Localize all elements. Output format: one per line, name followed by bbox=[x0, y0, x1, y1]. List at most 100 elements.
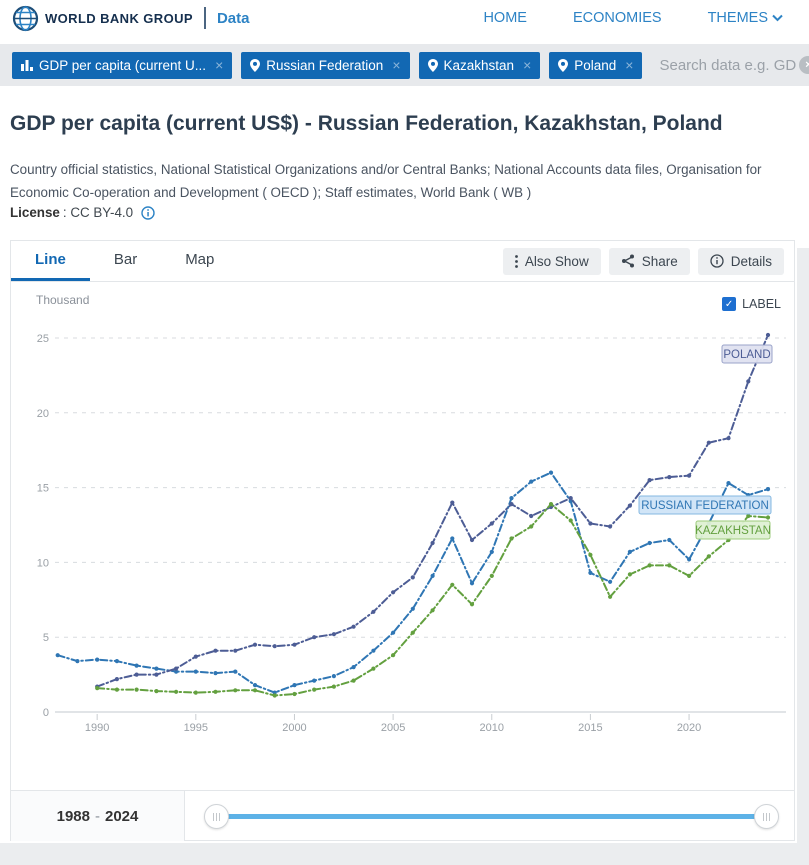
data-point[interactable] bbox=[233, 648, 238, 653]
data-point[interactable] bbox=[608, 594, 613, 599]
data-point[interactable] bbox=[272, 690, 277, 695]
slider-handle-start[interactable] bbox=[204, 804, 229, 829]
data-point[interactable] bbox=[489, 573, 494, 578]
data-point[interactable] bbox=[154, 672, 159, 677]
data-point[interactable] bbox=[134, 663, 139, 668]
tab-map[interactable]: Map bbox=[185, 251, 215, 268]
data-point[interactable] bbox=[667, 537, 672, 543]
data-point[interactable] bbox=[509, 496, 514, 501]
data-point[interactable] bbox=[765, 487, 771, 492]
filter-chip[interactable]: Poland × bbox=[549, 51, 643, 79]
data-point[interactable] bbox=[331, 684, 336, 689]
data-point[interactable] bbox=[312, 635, 317, 640]
series-line-kazakhstan[interactable] bbox=[96, 502, 769, 697]
data-point[interactable] bbox=[213, 671, 218, 676]
data-point[interactable] bbox=[608, 524, 613, 529]
filter-chip[interactable]: Russian Federation × bbox=[241, 51, 410, 79]
data-point[interactable] bbox=[450, 536, 455, 541]
data-point[interactable] bbox=[193, 690, 198, 695]
data-point[interactable] bbox=[174, 689, 179, 694]
data-point[interactable] bbox=[292, 691, 297, 697]
data-point[interactable] bbox=[469, 602, 475, 607]
chip-close-icon[interactable]: × bbox=[523, 57, 532, 73]
data-point[interactable] bbox=[95, 686, 100, 691]
data-point[interactable] bbox=[687, 473, 692, 478]
brand[interactable]: WORLD BANK GROUP Data bbox=[12, 5, 249, 32]
slider-track[interactable] bbox=[216, 814, 767, 819]
data-point[interactable] bbox=[647, 478, 652, 483]
data-point[interactable] bbox=[154, 666, 159, 671]
search-clear-icon[interactable]: × bbox=[799, 56, 809, 74]
data-point[interactable] bbox=[193, 669, 198, 674]
data-point[interactable] bbox=[450, 582, 455, 587]
data-point[interactable] bbox=[568, 499, 573, 504]
data-point[interactable] bbox=[312, 687, 317, 692]
data-point[interactable] bbox=[765, 515, 771, 520]
data-point[interactable] bbox=[647, 563, 652, 568]
data-point[interactable] bbox=[312, 678, 317, 683]
data-point[interactable] bbox=[568, 518, 573, 523]
data-point[interactable] bbox=[154, 689, 159, 694]
data-point[interactable] bbox=[608, 579, 613, 584]
data-point[interactable] bbox=[331, 632, 336, 637]
data-point[interactable] bbox=[331, 674, 336, 679]
data-point[interactable] bbox=[272, 693, 277, 698]
nav-item-economies[interactable]: ECONOMIES bbox=[573, 10, 662, 26]
filter-chip[interactable]: Kazakhstan × bbox=[418, 51, 541, 79]
data-point[interactable] bbox=[114, 687, 119, 692]
data-point[interactable] bbox=[174, 666, 179, 671]
data-point[interactable] bbox=[252, 688, 258, 693]
data-point[interactable] bbox=[55, 653, 60, 658]
data-point[interactable] bbox=[292, 642, 297, 647]
label-toggle[interactable]: ✓ LABEL bbox=[722, 297, 781, 311]
data-point[interactable] bbox=[252, 683, 258, 688]
data-point[interactable] bbox=[430, 573, 435, 578]
data-point[interactable] bbox=[529, 524, 534, 529]
nav-item-themes[interactable]: THEMES bbox=[708, 10, 783, 26]
data-point[interactable] bbox=[371, 666, 376, 671]
chip-close-icon[interactable]: × bbox=[625, 57, 634, 73]
data-point[interactable] bbox=[430, 540, 435, 546]
data-point[interactable] bbox=[193, 654, 198, 659]
data-point[interactable] bbox=[371, 609, 376, 614]
data-point[interactable] bbox=[489, 521, 494, 526]
data-point[interactable] bbox=[509, 536, 514, 541]
data-point[interactable] bbox=[391, 590, 396, 595]
data-point[interactable] bbox=[726, 481, 731, 486]
data-point[interactable] bbox=[292, 683, 297, 688]
data-point[interactable] bbox=[391, 653, 396, 658]
license-info-icon[interactable] bbox=[141, 205, 155, 220]
data-point[interactable] bbox=[371, 648, 376, 653]
data-point[interactable] bbox=[647, 540, 652, 546]
data-point[interactable] bbox=[627, 503, 633, 508]
search-input[interactable] bbox=[659, 56, 800, 74]
tab-line[interactable]: Line bbox=[11, 241, 90, 281]
data-point[interactable] bbox=[548, 470, 554, 475]
chip-close-icon[interactable]: × bbox=[392, 57, 401, 73]
filter-chip[interactable]: GDP per capita (current U... × bbox=[12, 51, 233, 79]
data-point[interactable] bbox=[489, 549, 494, 554]
data-point[interactable] bbox=[746, 513, 751, 519]
data-point[interactable] bbox=[430, 608, 435, 613]
data-point[interactable] bbox=[687, 573, 692, 578]
data-point[interactable] bbox=[391, 630, 396, 635]
site-name-link[interactable]: Data bbox=[216, 9, 250, 27]
data-point[interactable] bbox=[351, 678, 356, 683]
data-point[interactable] bbox=[351, 665, 356, 670]
data-point[interactable] bbox=[529, 479, 534, 484]
data-point[interactable] bbox=[233, 688, 238, 693]
data-point[interactable] bbox=[469, 581, 475, 586]
data-point[interactable] bbox=[410, 630, 415, 635]
also-show-button[interactable]: Also Show bbox=[502, 247, 601, 275]
data-point[interactable] bbox=[134, 687, 139, 692]
data-point[interactable] bbox=[114, 659, 119, 664]
data-point[interactable] bbox=[509, 502, 514, 507]
data-point[interactable] bbox=[588, 552, 593, 557]
chip-close-icon[interactable]: × bbox=[215, 57, 224, 73]
year-range-slider[interactable] bbox=[185, 791, 794, 841]
data-point[interactable] bbox=[114, 677, 119, 682]
data-point[interactable] bbox=[410, 575, 415, 580]
data-point[interactable] bbox=[588, 570, 593, 575]
nav-item-home[interactable]: HOME bbox=[483, 10, 527, 26]
share-button[interactable]: Share bbox=[608, 247, 690, 275]
